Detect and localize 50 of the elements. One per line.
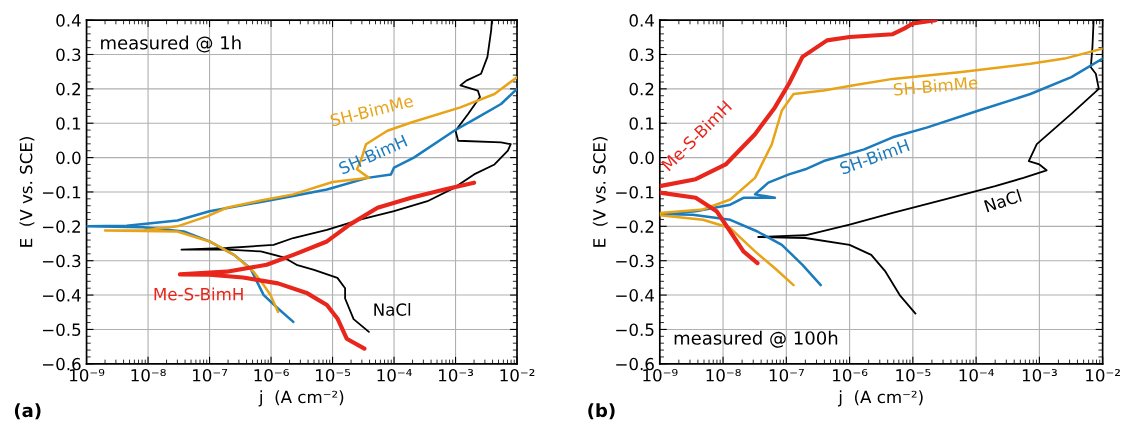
x-tick-label: 10⁻³	[439, 368, 474, 382]
y-tick-label: 0.1	[629, 117, 654, 130]
y-tick-label: −0.6	[616, 357, 654, 371]
x-tick-label: 10⁻⁹	[70, 368, 105, 382]
annotation: measured @ 100h	[674, 330, 838, 348]
y-tick-label: −0.6	[42, 357, 81, 371]
y-tick-label: −0.1	[616, 185, 654, 199]
y-tick-label: 0.3	[629, 48, 654, 62]
y-tick-label: 0.0	[56, 151, 81, 165]
y-tick-label: −0.1	[42, 185, 81, 199]
text: NaCl	[983, 189, 1022, 213]
x-tick-label: 10⁻²	[500, 368, 535, 382]
y-tick-label: −0.4	[42, 289, 81, 302]
series-label: Me-S-BimH	[154, 287, 243, 301]
y-tick-label: 0.3	[56, 48, 81, 62]
text: (b)	[588, 403, 615, 420]
x-tick-label: 10⁻⁸	[706, 368, 741, 382]
y-tick-label: 0.2	[629, 82, 654, 96]
y-tick-label: −0.5	[616, 323, 654, 336]
x-tick-label: 10⁻⁷	[193, 368, 228, 382]
y-axis-title: E (V vs. SCE)	[19, 137, 35, 247]
y-tick-label: 0.2	[56, 82, 81, 96]
y-tick-label: 0.4	[56, 14, 81, 27]
y-tick-label: −0.2	[616, 220, 654, 233]
series-label: SH-BimMe	[893, 75, 978, 96]
y-tick-label: −0.4	[616, 289, 654, 302]
y-tick-label: 0.0	[629, 151, 654, 165]
y-tick-label: −0.3	[616, 254, 654, 268]
x-tick-label: 10⁻⁷	[769, 368, 804, 382]
y-tick-label: 0.1	[56, 117, 81, 130]
x-axis-title: j (A cm⁻²)	[258, 390, 344, 407]
x-tick-label: 10⁻⁵	[896, 368, 931, 382]
x-tick-label: 10⁻⁵	[316, 368, 351, 382]
x-tick-label: 10⁻⁴	[377, 368, 412, 382]
x-tick-label: 10⁻²	[1086, 368, 1120, 382]
y-tick-label: −0.2	[42, 220, 81, 233]
x-tick-label: 10⁻⁶	[833, 368, 868, 382]
y-tick-label: −0.5	[42, 323, 81, 336]
x-tick-label: 10⁻³	[1022, 368, 1057, 382]
x-tick-label: 10⁻⁶	[254, 368, 289, 382]
y-tick-label: −0.3	[42, 254, 81, 268]
series-label: NaCl	[374, 302, 411, 316]
x-tick-label: 10⁻⁹	[643, 368, 678, 382]
y-tick-label: 0.4	[629, 14, 654, 27]
x-axis-title: j (A cm⁻²)	[838, 390, 923, 407]
text: (a)	[14, 403, 41, 420]
y-axis-title: E (V vs. SCE)	[592, 137, 608, 247]
x-tick-label: 10⁻⁸	[131, 368, 166, 382]
annotation: measured @ 1h	[101, 35, 241, 53]
x-tick-label: 10⁻⁴	[959, 368, 994, 382]
